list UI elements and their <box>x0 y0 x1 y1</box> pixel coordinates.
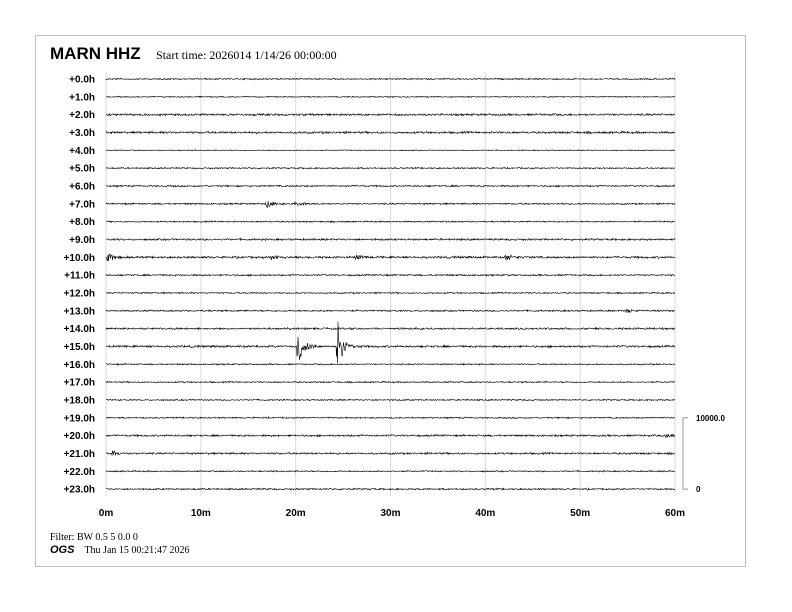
trace-row <box>105 130 676 135</box>
trace-row <box>105 321 676 364</box>
x-tick-label: 40m <box>475 508 495 519</box>
row-label: +12.0h <box>64 288 95 299</box>
row-label: +15.0h <box>64 342 95 353</box>
trace-row <box>105 112 676 117</box>
trace-row <box>105 362 676 366</box>
trace-row <box>105 326 676 331</box>
row-label: +5.0h <box>69 164 95 175</box>
row-label: +16.0h <box>64 360 95 371</box>
trace-row <box>105 220 676 224</box>
trace-row <box>105 237 676 242</box>
org-label: OGS <box>50 544 75 556</box>
scale-bottom-label: 0 <box>696 485 701 494</box>
generated-time: Thu Jan 15 00:21:47 2026 <box>84 545 190 556</box>
trace-row <box>105 433 676 438</box>
x-tick-label: 60m <box>665 508 685 519</box>
trace-row <box>105 201 676 208</box>
trace-row <box>105 149 676 152</box>
x-tick-label: 30m <box>380 508 400 519</box>
x-tick-label: 50m <box>570 508 590 519</box>
row-label: +19.0h <box>64 413 95 424</box>
row-label: +20.0h <box>64 431 95 442</box>
row-label: +21.0h <box>64 449 95 460</box>
trace-row <box>105 416 676 420</box>
row-label: +8.0h <box>69 217 95 228</box>
trace-row <box>105 450 676 456</box>
row-label: +2.0h <box>69 110 95 121</box>
start-time: Start time: 2026014 1/14/26 00:00:00 <box>156 48 337 62</box>
station-title: MARN HHZ <box>50 44 141 63</box>
trace-row <box>105 166 676 170</box>
row-label: +17.0h <box>64 378 95 389</box>
row-label: +0.0h <box>69 75 95 86</box>
row-label: +1.0h <box>69 92 95 103</box>
trace-row <box>105 487 676 491</box>
x-tick-label: 20m <box>286 508 306 519</box>
trace-row <box>105 77 676 81</box>
row-label: +11.0h <box>64 271 95 282</box>
row-label: +13.0h <box>64 306 95 317</box>
filter-label: Filter: BW 0.5 5 0.0 0 <box>50 532 138 543</box>
row-label: +18.0h <box>64 395 95 406</box>
x-tick-label: 10m <box>191 508 211 519</box>
row-label: +7.0h <box>69 199 95 210</box>
row-label: +23.0h <box>64 485 95 496</box>
row-label: +3.0h <box>69 128 95 139</box>
trace-row <box>105 291 676 295</box>
scale-top-label: 10000.0 <box>696 414 725 423</box>
trace-row <box>105 253 676 262</box>
trace-row <box>105 308 676 314</box>
footer-info: OGS Thu Jan 15 00:21:47 2026 <box>50 544 189 556</box>
trace-row <box>105 469 676 473</box>
plot-frame <box>35 35 746 567</box>
scale-bracket <box>682 417 688 490</box>
trace-row <box>105 273 676 277</box>
trace-row <box>105 398 676 402</box>
row-label: +6.0h <box>69 181 95 192</box>
row-label: +4.0h <box>69 146 95 157</box>
trace-row <box>105 184 676 188</box>
row-label: +14.0h <box>64 324 95 335</box>
x-tick-label: 0m <box>99 508 114 519</box>
row-label: +10.0h <box>64 253 95 264</box>
trace-row <box>105 380 676 384</box>
trace-row <box>105 95 676 99</box>
row-label: +22.0h <box>64 467 95 478</box>
row-label: +9.0h <box>69 235 95 246</box>
